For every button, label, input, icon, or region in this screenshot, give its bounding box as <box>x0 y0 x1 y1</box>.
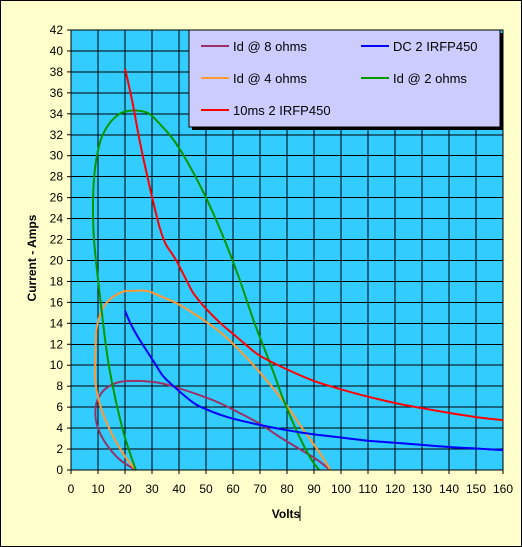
series-line-10ms-2-irfp450 <box>124 68 504 422</box>
y-axis-title: Current - Amps <box>25 214 39 301</box>
y-tick-label: 14 <box>50 316 64 330</box>
series-line-id-4-ohms <box>93 289 332 471</box>
legend-label-id-8-ohms: Id @ 8 ohms <box>233 39 307 54</box>
x-tick-label: 80 <box>280 482 294 496</box>
x-tick-label: 50 <box>199 482 213 496</box>
x-tick-label: 40 <box>172 482 186 496</box>
y-tick-label: 36 <box>50 86 64 100</box>
legend-label-10ms-2-irfp450: 10ms 2 IRFP450 <box>233 103 331 118</box>
y-tick-label: 10 <box>50 358 64 372</box>
series-lines <box>91 68 504 471</box>
x-tick-label: 60 <box>226 482 240 496</box>
x-tick-label: 90 <box>307 482 321 496</box>
x-tick-label: 140 <box>439 482 459 496</box>
y-tick-label: 0 <box>56 463 63 477</box>
x-tick-label: 10 <box>91 482 105 496</box>
x-tick-label: 30 <box>145 482 159 496</box>
y-tick-label: 2 <box>56 442 63 456</box>
y-tick-label: 8 <box>56 379 63 393</box>
y-tick-label: 38 <box>50 65 64 79</box>
x-tick-label: 130 <box>412 482 432 496</box>
y-tick-label: 24 <box>50 212 64 226</box>
x-tick-label: 20 <box>118 482 132 496</box>
y-tick-label: 6 <box>56 400 63 414</box>
legend-box <box>188 29 501 128</box>
y-tick-label: 12 <box>50 337 64 351</box>
y-tick-label: 32 <box>50 128 64 142</box>
y-tick-label: 40 <box>50 44 64 58</box>
series-line-id-8-ohms <box>94 379 331 471</box>
x-axis-title: Volts <box>272 507 301 521</box>
x-tick-label: 160 <box>493 482 513 496</box>
x-tick-label: 120 <box>385 482 405 496</box>
legend-label-id-4-ohms: Id @ 4 ohms <box>233 71 307 86</box>
y-tick-label: 42 <box>50 23 64 37</box>
x-tick-label: 70 <box>253 482 267 496</box>
y-tick-label: 28 <box>50 170 64 184</box>
series-line-dc-2-irfp450 <box>124 310 504 452</box>
legend-label-id-2-ohms: Id @ 2 ohms <box>393 71 467 86</box>
x-tick-label: 110 <box>358 482 377 496</box>
y-tick-label: 34 <box>50 107 64 121</box>
legend-label-dc-2-irfp450: DC 2 IRFP450 <box>393 39 478 54</box>
legend: Id @ 8 ohms DC 2 IRFP450 Id @ 4 ohms Id @ 2… <box>188 29 503 130</box>
y-tick-label: 20 <box>50 253 64 267</box>
x-tick-label: 0 <box>68 482 75 496</box>
axes: 0 10 20 30 40 50 60 70 80 90 100 110 120 130 140 150 160… <box>50 23 514 496</box>
y-tick-label: 22 <box>50 233 64 247</box>
y-tick-label: 4 <box>56 421 63 435</box>
y-tick-label: 30 <box>50 149 64 163</box>
y-tick-label: 18 <box>50 274 64 288</box>
y-tick-label: 26 <box>50 191 64 205</box>
series-line-id-2-ohms <box>91 109 321 471</box>
x-tick-label: 100 <box>331 482 351 496</box>
y-tick-label: 16 <box>50 295 64 309</box>
x-tick-label: 150 <box>466 482 486 496</box>
